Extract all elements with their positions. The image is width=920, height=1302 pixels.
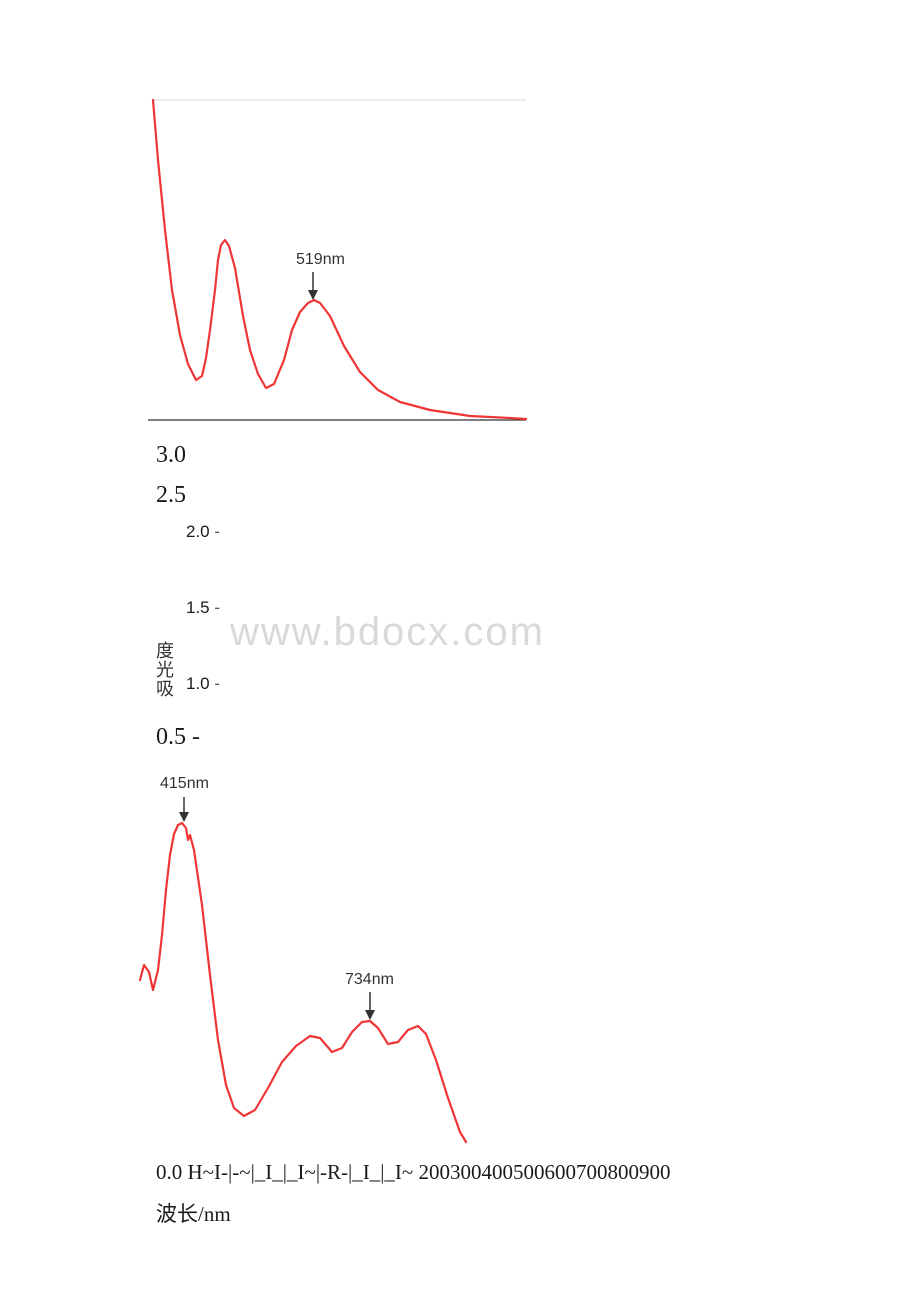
peak-arrow-415 xyxy=(179,797,189,822)
bottom-spectrum-chart: 415nm 734nm xyxy=(0,0,560,1160)
x-axis-tick-line: 0.0 H~I-|-~|_I_|_I~|-R-|_I_|_I~ 20030040… xyxy=(156,1160,671,1185)
peak-label-734: 734nm xyxy=(345,971,394,988)
page-root: 519nm 3.0 2.5 2.0 - 1.5 - www.bdocx.com … xyxy=(0,0,920,1302)
spectrum-curve-bottom xyxy=(140,823,466,1142)
peak-arrow-734 xyxy=(365,992,375,1020)
x-axis-label: 波长/nm xyxy=(156,1198,231,1228)
peak-label-415: 415nm xyxy=(160,775,209,792)
